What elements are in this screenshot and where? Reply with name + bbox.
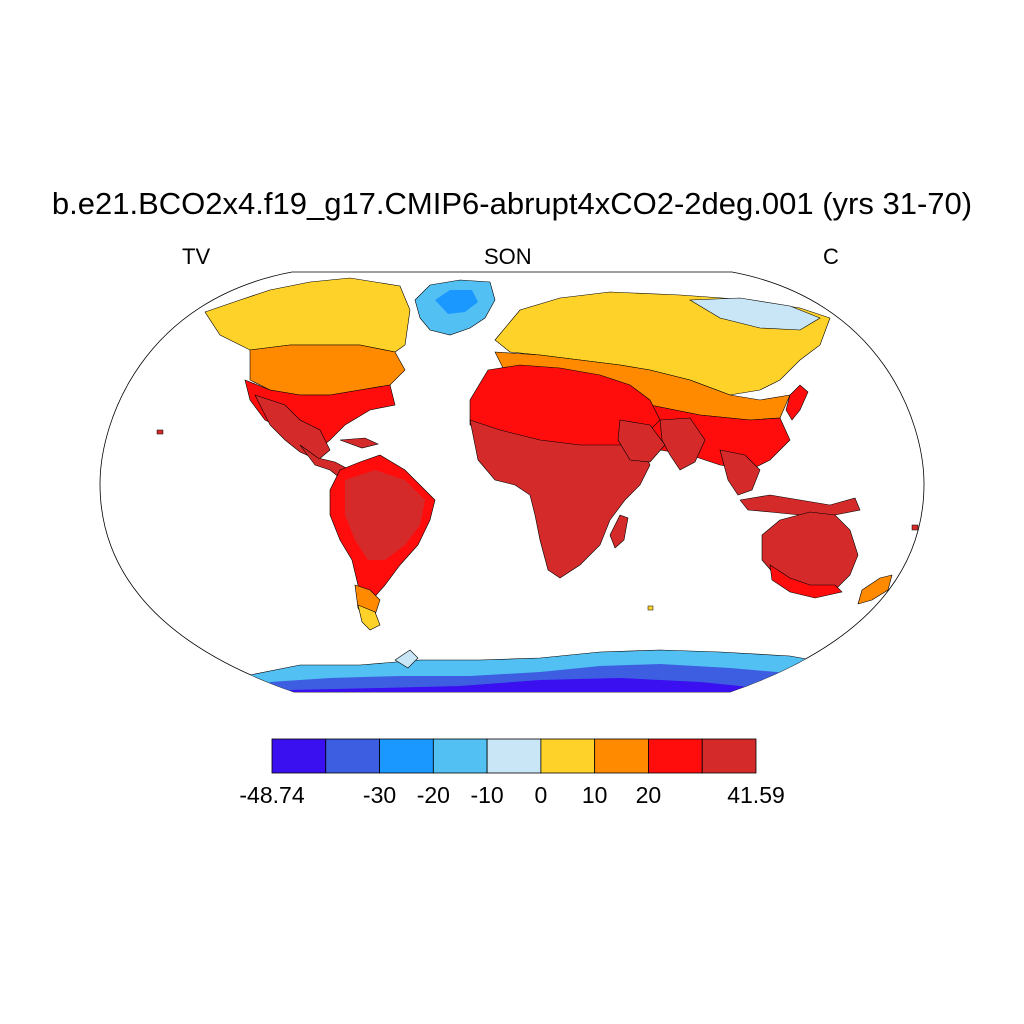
region-antarctica-interior — [280, 678, 800, 692]
colorbar-box — [648, 738, 703, 774]
colorbar-label: 0 — [534, 782, 548, 808]
region-pacific-island — [911, 524, 919, 531]
units-label: C — [823, 244, 839, 269]
region-falklands — [647, 605, 654, 611]
region-australia-south — [769, 564, 843, 599]
colorbar-label: -30 — [362, 782, 397, 808]
colorbar-box — [701, 738, 757, 774]
colorbar-box — [432, 738, 488, 774]
colorbar-label: 41.59 — [727, 782, 785, 808]
map-title: b.e21.BCO2x4.f19_g17.CMIP6-abrupt4xCO2-2… — [51, 186, 973, 221]
region-hawaii — [156, 429, 164, 435]
colorbar-box — [325, 738, 380, 774]
colorbar-box — [271, 738, 327, 774]
region-caribbean — [339, 437, 379, 449]
colorbar-label: -10 — [470, 782, 504, 808]
region-antarctic-peninsula — [394, 649, 419, 669]
colorbar-label: -20 — [416, 782, 450, 808]
colorbar-label: 20 — [635, 782, 662, 808]
colorbar — [271, 738, 757, 774]
colorbar-box — [540, 738, 596, 774]
colorbar-box — [594, 738, 649, 774]
region-japan — [785, 384, 809, 421]
variable-label: TV — [182, 244, 211, 269]
colorbar-box — [379, 738, 434, 774]
region-africa — [469, 419, 651, 579]
region-south-america-core — [345, 470, 425, 560]
season-label: SON — [484, 244, 532, 269]
region-siberia-cold — [688, 297, 821, 331]
region-new-zealand — [857, 574, 893, 605]
region-greenland-core — [435, 290, 478, 314]
colorbar-label: -48.74 — [239, 782, 305, 808]
region-madagascar — [609, 514, 629, 549]
region-north-america-southwest — [254, 394, 331, 461]
region-southeast-asia — [719, 449, 761, 496]
region-arabia — [617, 419, 666, 463]
colorbar-label: 10 — [581, 782, 608, 808]
colorbar-box — [486, 738, 542, 774]
region-tierra-del-fuego — [357, 604, 381, 631]
region-indonesia — [739, 494, 861, 516]
